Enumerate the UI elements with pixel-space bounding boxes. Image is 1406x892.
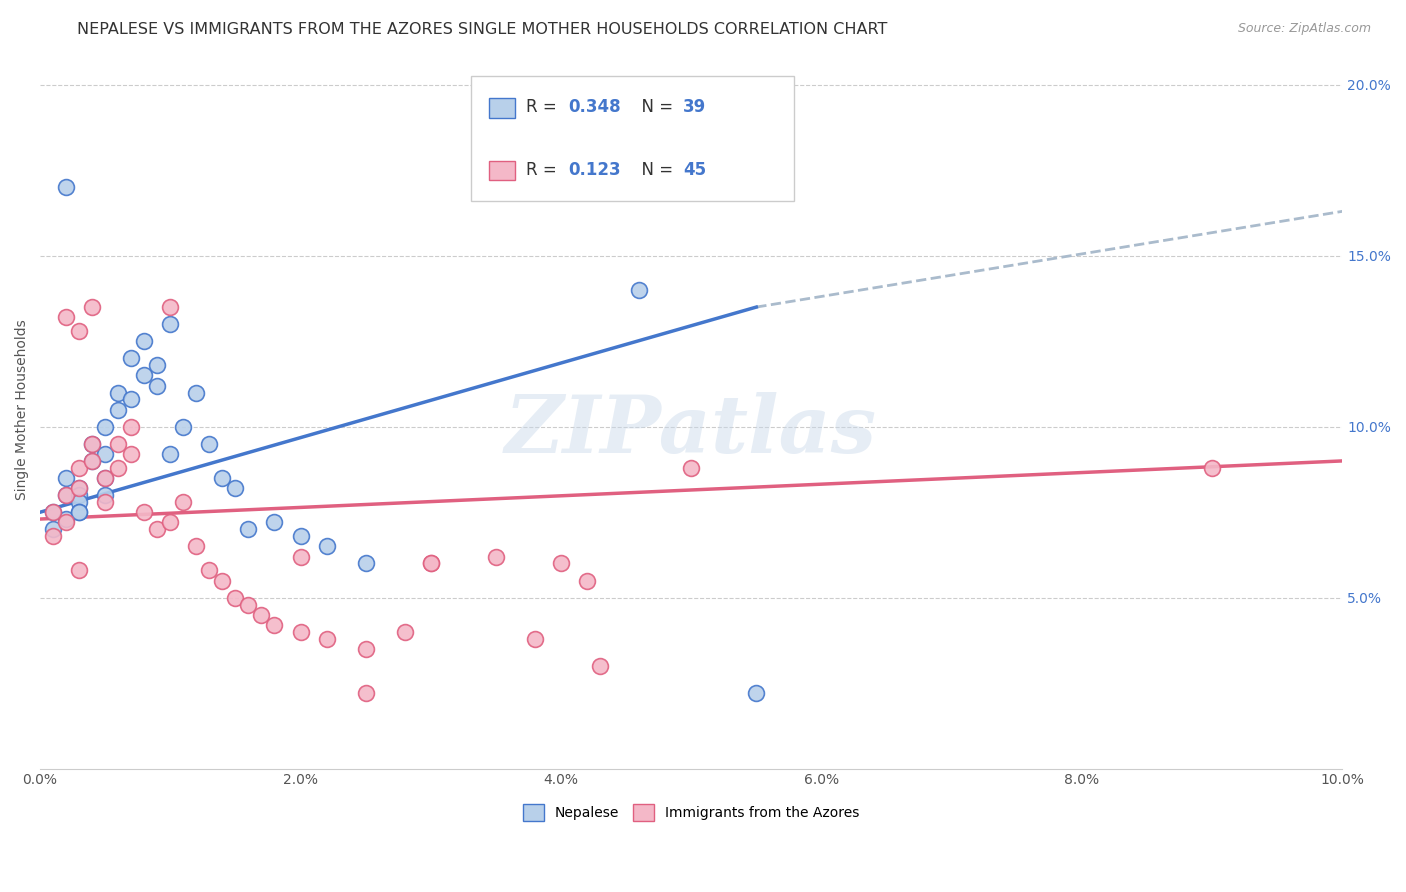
Point bbox=[1201, 460, 1223, 475]
Point bbox=[107, 402, 129, 417]
Point bbox=[354, 642, 377, 657]
Point bbox=[42, 522, 65, 536]
Text: Source: ZipAtlas.com: Source: ZipAtlas.com bbox=[1237, 22, 1371, 36]
Point bbox=[576, 574, 599, 588]
Point bbox=[55, 180, 77, 194]
Text: N =: N = bbox=[631, 161, 679, 178]
Point bbox=[419, 557, 441, 571]
Point bbox=[94, 488, 117, 502]
Point bbox=[186, 540, 208, 554]
Text: 39: 39 bbox=[683, 98, 707, 116]
Point bbox=[681, 460, 703, 475]
Point bbox=[82, 300, 104, 314]
Point bbox=[263, 516, 285, 530]
Point bbox=[224, 591, 246, 605]
Point bbox=[485, 549, 508, 564]
Point bbox=[290, 624, 312, 639]
Point bbox=[186, 385, 208, 400]
Point bbox=[224, 481, 246, 495]
Legend: Nepalese, Immigrants from the Azores: Nepalese, Immigrants from the Azores bbox=[517, 798, 865, 826]
Point bbox=[67, 505, 90, 519]
Point bbox=[55, 471, 77, 485]
Point bbox=[67, 460, 90, 475]
Point bbox=[250, 607, 273, 622]
Point bbox=[146, 358, 169, 372]
Point bbox=[354, 557, 377, 571]
Point bbox=[550, 557, 572, 571]
Point bbox=[134, 334, 156, 349]
Point bbox=[589, 659, 612, 673]
Point bbox=[55, 488, 77, 502]
Point bbox=[198, 437, 221, 451]
Point bbox=[82, 454, 104, 468]
Point bbox=[354, 686, 377, 700]
Text: 0.123: 0.123 bbox=[568, 161, 620, 178]
Point bbox=[315, 540, 337, 554]
Point bbox=[55, 488, 77, 502]
Point bbox=[211, 471, 233, 485]
Point bbox=[159, 447, 181, 461]
Text: 0.348: 0.348 bbox=[568, 98, 620, 116]
Point bbox=[523, 632, 546, 646]
Point bbox=[55, 516, 77, 530]
Point bbox=[94, 471, 117, 485]
Point bbox=[42, 505, 65, 519]
Point bbox=[67, 488, 90, 502]
Point bbox=[67, 481, 90, 495]
Y-axis label: Single Mother Households: Single Mother Households bbox=[15, 319, 30, 500]
Point bbox=[107, 460, 129, 475]
Point bbox=[419, 557, 441, 571]
Point bbox=[94, 495, 117, 509]
Point bbox=[263, 618, 285, 632]
Point bbox=[146, 378, 169, 392]
Point bbox=[94, 447, 117, 461]
Point bbox=[238, 598, 260, 612]
Point bbox=[159, 516, 181, 530]
Point bbox=[67, 495, 90, 509]
Point bbox=[107, 437, 129, 451]
Point bbox=[172, 419, 194, 434]
Point bbox=[134, 505, 156, 519]
Point bbox=[82, 437, 104, 451]
Point bbox=[394, 624, 416, 639]
Point bbox=[67, 505, 90, 519]
Point bbox=[745, 686, 768, 700]
Text: R =: R = bbox=[526, 98, 562, 116]
Text: R =: R = bbox=[526, 161, 562, 178]
Point bbox=[67, 324, 90, 338]
Point bbox=[120, 351, 142, 366]
Point bbox=[172, 495, 194, 509]
Point bbox=[67, 481, 90, 495]
Point bbox=[42, 529, 65, 543]
Text: NEPALESE VS IMMIGRANTS FROM THE AZORES SINGLE MOTHER HOUSEHOLDS CORRELATION CHAR: NEPALESE VS IMMIGRANTS FROM THE AZORES S… bbox=[77, 22, 887, 37]
Text: N =: N = bbox=[631, 98, 679, 116]
Point bbox=[82, 454, 104, 468]
Point bbox=[120, 419, 142, 434]
Point bbox=[120, 447, 142, 461]
Point bbox=[94, 471, 117, 485]
Point bbox=[290, 549, 312, 564]
Point bbox=[120, 392, 142, 407]
Point bbox=[94, 419, 117, 434]
Point bbox=[55, 512, 77, 526]
Point bbox=[628, 283, 651, 297]
Point bbox=[211, 574, 233, 588]
Text: ZIPatlas: ZIPatlas bbox=[505, 392, 877, 470]
Point bbox=[67, 563, 90, 577]
Point bbox=[290, 529, 312, 543]
Text: 45: 45 bbox=[683, 161, 706, 178]
Point bbox=[238, 522, 260, 536]
Point bbox=[159, 300, 181, 314]
Point bbox=[82, 437, 104, 451]
Point bbox=[159, 317, 181, 331]
Point bbox=[146, 522, 169, 536]
Point bbox=[107, 385, 129, 400]
Point bbox=[198, 563, 221, 577]
Point bbox=[134, 368, 156, 383]
Point bbox=[55, 310, 77, 325]
Point bbox=[42, 505, 65, 519]
Point bbox=[315, 632, 337, 646]
